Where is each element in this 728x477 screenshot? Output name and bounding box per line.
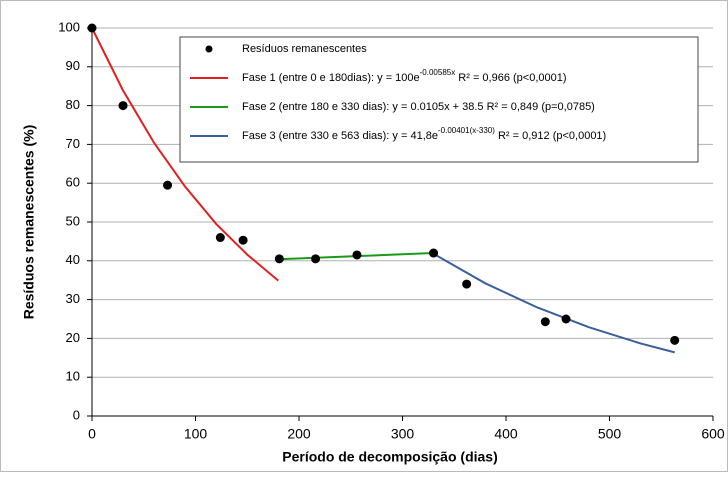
data-point <box>163 180 173 190</box>
x-tick-label: 100 <box>184 426 208 442</box>
y-tick-label: 50 <box>66 213 80 228</box>
legend-label: Fase 2 (entre 180 e 330 dias): y = 0.010… <box>242 101 595 113</box>
data-point <box>238 235 248 245</box>
data-point <box>87 23 97 33</box>
legend-text: R² = 0,912 (p<0,0001) <box>495 130 606 142</box>
legend-label: Resíduos remanescentes <box>242 43 367 55</box>
y-tick-label: 10 <box>66 369 80 384</box>
legend-superscript: -0.00401(x-330) <box>438 126 495 135</box>
x-tick-label: 600 <box>701 426 725 442</box>
x-axis-title: Período de decomposição (dias) <box>282 449 498 465</box>
legend-text: Fase 3 (entre 330 e 563 dias): y = 41,8e <box>242 130 438 142</box>
y-tick-label: 100 <box>58 19 80 34</box>
data-point <box>274 254 284 264</box>
y-tick-label: 90 <box>66 58 80 73</box>
legend-text: R² = 0,966 (p<0,0001) <box>455 72 566 84</box>
x-tick-label: 0 <box>88 426 96 442</box>
legend-superscript: -0.00585x <box>420 68 456 77</box>
data-point <box>462 279 472 289</box>
legend-text: Fase 1 (entre 0 e 180dias): y = 100e <box>242 72 420 84</box>
y-tick-label: 80 <box>66 97 80 112</box>
fit-line <box>91 27 279 282</box>
x-tick-label: 300 <box>391 426 415 442</box>
data-point <box>429 248 439 258</box>
data-point <box>311 254 321 264</box>
x-tick-label: 500 <box>598 426 622 442</box>
y-tick-label: 60 <box>66 175 80 190</box>
data-point <box>540 317 550 327</box>
legend-text: Resíduos remanescentes <box>242 43 367 55</box>
x-tick-label: 200 <box>287 426 311 442</box>
x-tick-label: 400 <box>494 426 518 442</box>
y-tick-label: 0 <box>73 407 80 422</box>
y-tick-label: 70 <box>66 136 80 151</box>
y-tick-label: 30 <box>66 291 80 306</box>
legend-label: Fase 1 (entre 0 e 180dias): y = 100e-0.0… <box>242 68 567 84</box>
legend-marker <box>205 45 213 53</box>
data-point <box>561 314 571 324</box>
legend-text: Fase 2 (entre 180 e 330 dias): y = 0.010… <box>242 101 595 113</box>
y-tick-label: 20 <box>66 330 80 345</box>
data-point <box>352 250 362 260</box>
legend-box <box>179 36 699 163</box>
data-point <box>215 233 225 243</box>
data-point <box>670 335 680 345</box>
y-tick-label: 40 <box>66 252 80 267</box>
data-point <box>118 101 128 111</box>
y-axis-title: Resíduos remanescentes (%) <box>21 125 37 320</box>
legend-label: Fase 3 (entre 330 e 563 dias): y = 41,8e… <box>242 126 606 142</box>
